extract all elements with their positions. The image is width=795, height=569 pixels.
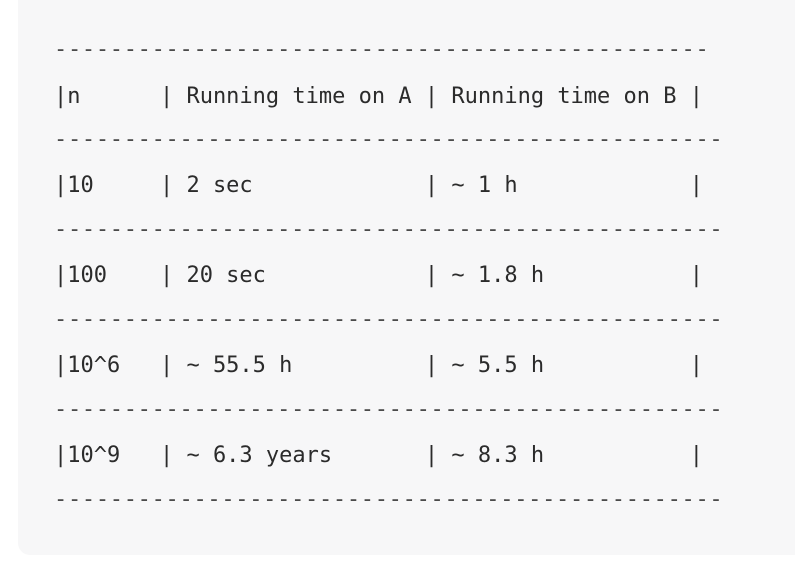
ascii-table: ----------------------------------------… [54,0,723,511]
code-block [18,0,795,555]
table-row: |100 | 20 sec | ~ 1.8 h | [54,263,704,288]
table-rule: ----------------------------------------… [54,487,724,512]
table-rule: ----------------------------------------… [54,397,724,422]
table-header-row: |n | Running time on A | Running time on… [54,84,704,109]
table-rule: ----------------------------------------… [54,307,724,332]
table-row: |10 | 2 sec | ~ 1 h | [54,173,704,198]
table-rule: ----------------------------------------… [54,217,724,242]
table-rule-top: ----------------------------------------… [54,37,710,62]
table-rule-header: ----------------------------------------… [54,127,724,152]
table-row: |10^6 | ~ 55.5 h | ~ 5.5 h | [54,353,704,378]
table-row: |10^9 | ~ 6.3 years | ~ 8.3 h | [54,443,704,468]
